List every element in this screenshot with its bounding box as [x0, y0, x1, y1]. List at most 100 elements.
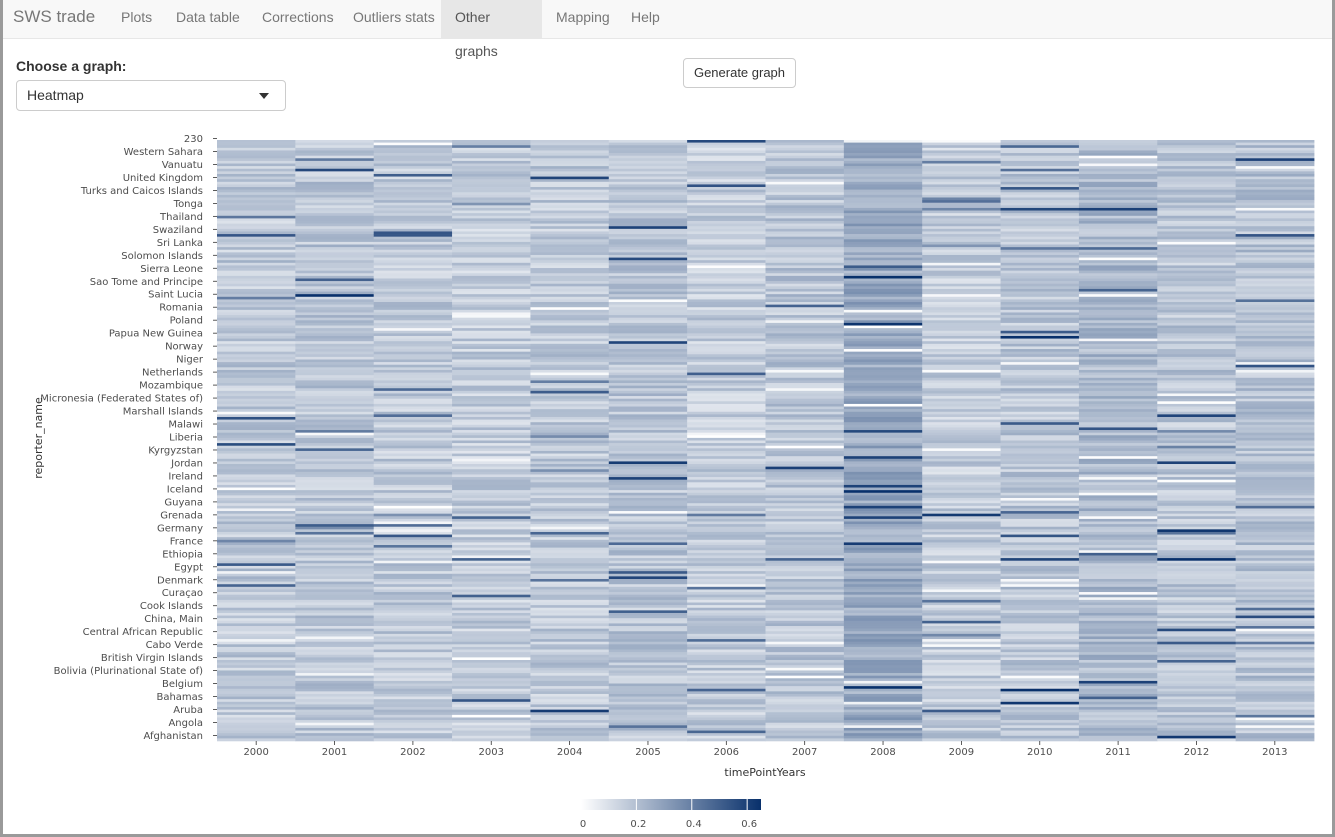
- tab-plots[interactable]: Plots: [121, 9, 153, 25]
- heatmap-cell: [922, 419, 1001, 423]
- tab-data-table[interactable]: Data table: [176, 9, 240, 25]
- heatmap-cell: [530, 383, 610, 386]
- heatmap-cell: [530, 312, 610, 316]
- heatmap-cell: [530, 552, 610, 556]
- heatmap-cell: [452, 552, 531, 556]
- heatmap-cell: [295, 513, 375, 517]
- heatmap-cell: [1078, 322, 1158, 326]
- heatmap-cell: [530, 505, 610, 509]
- heatmap-cell: [687, 597, 766, 601]
- heatmap-cell: [217, 675, 296, 679]
- heatmap-cell: [295, 691, 375, 695]
- heatmap-cell: [608, 458, 688, 462]
- heatmap-cell: [687, 589, 766, 593]
- tab-outliers-stats[interactable]: Outliers stats: [353, 9, 435, 25]
- heatmap-cell: [687, 430, 766, 433]
- heatmap-cell: [373, 516, 453, 520]
- graph-select[interactable]: Heatmap: [16, 80, 286, 111]
- heatmap-cell: [1078, 349, 1158, 352]
- heatmap-cell: [373, 335, 453, 339]
- heatmap-cell: [608, 607, 688, 611]
- heatmap-cell: [452, 458, 531, 462]
- heatmap-cell: [608, 547, 688, 551]
- heatmap-cell: [1157, 529, 1237, 533]
- heatmap-cell: [530, 343, 610, 347]
- heatmap-cell: [1000, 670, 1080, 674]
- heatmap-cell: [452, 578, 531, 582]
- heatmap-cell: [843, 667, 923, 671]
- heatmap-cell: [452, 448, 531, 452]
- heatmap-cell: [1157, 576, 1237, 580]
- heatmap-cell: [295, 683, 375, 687]
- heatmap-cell: [530, 443, 610, 447]
- heatmap-cell: [922, 192, 1001, 196]
- heatmap-cell: [530, 696, 610, 700]
- heatmap-cell: [1235, 401, 1315, 405]
- tab-mapping[interactable]: Mapping: [556, 9, 610, 25]
- heatmap-cell: [608, 322, 688, 326]
- heatmap-cell: [608, 409, 688, 413]
- heatmap-cell: [1000, 176, 1080, 180]
- heatmap-cell: [530, 249, 610, 253]
- heatmap-cell: [765, 291, 845, 295]
- heatmap-cell: [217, 631, 296, 635]
- heatmap-cell: [217, 594, 296, 598]
- tab-corrections[interactable]: Corrections: [262, 9, 334, 25]
- heatmap-cell: [922, 615, 1001, 619]
- heatmap-cell: [608, 599, 688, 603]
- heatmap-cell: [452, 631, 531, 635]
- heatmap-cell: [765, 166, 845, 170]
- heatmap-cell: [530, 660, 610, 663]
- heatmap-cell: [608, 652, 688, 656]
- heatmap-cell: [765, 550, 845, 554]
- brand-title[interactable]: SWS trade: [13, 7, 96, 26]
- x-tick-label: 2006: [714, 747, 739, 758]
- heatmap-cell: [1157, 427, 1237, 431]
- heatmap-cell: [922, 215, 1001, 219]
- heatmap-cell: [843, 545, 923, 548]
- tab-help[interactable]: Help: [631, 9, 660, 25]
- heatmap-cell: [765, 181, 845, 185]
- heatmap-cell: [843, 281, 923, 285]
- heatmap-cell: [217, 166, 296, 170]
- heatmap-cell: [530, 291, 610, 295]
- heatmap-cell: [530, 673, 610, 676]
- heatmap-cell: [765, 228, 845, 232]
- heatmap-cell: [922, 581, 1001, 585]
- heatmap-cell: [1157, 296, 1237, 300]
- heatmap-cell: [452, 158, 531, 162]
- heatmap-cell: [843, 322, 923, 326]
- heatmap-cell: [608, 680, 688, 684]
- heatmap-cell: [687, 210, 766, 214]
- heatmap-cell: [452, 526, 531, 530]
- heatmap-cell: [295, 552, 375, 556]
- heatmap-cell: [1157, 516, 1237, 520]
- heatmap-cell: [373, 372, 453, 376]
- heatmap-cell: [217, 173, 296, 177]
- heatmap-cell: [295, 560, 375, 564]
- heatmap-cell: [1157, 278, 1237, 282]
- heatmap-cell: [373, 479, 453, 483]
- heatmap-cell: [922, 346, 1001, 350]
- heatmap-cell: [217, 184, 296, 188]
- heatmap-cell: [530, 236, 610, 240]
- heatmap-cell: [1078, 594, 1158, 598]
- heatmap-cell: [765, 205, 845, 209]
- heatmap-cell: [1078, 147, 1158, 151]
- heatmap-cell: [452, 636, 531, 640]
- heatmap-cell: [1235, 733, 1315, 737]
- heatmap-cell: [1078, 691, 1158, 695]
- heatmap-cell: [608, 416, 688, 420]
- heatmap-cell: [295, 202, 375, 206]
- heatmap-cell: [843, 236, 923, 240]
- heatmap-cell: [217, 477, 296, 480]
- heatmap-cell: [843, 453, 923, 457]
- generate-graph-button[interactable]: Generate graph: [683, 58, 796, 88]
- heatmap-cell: [922, 714, 1001, 718]
- heatmap-cell: [608, 560, 688, 564]
- heatmap-cell: [1078, 448, 1158, 452]
- heatmap-cell: [608, 335, 688, 339]
- tab-other-graphs[interactable]: Other graphs: [441, 0, 542, 59]
- heatmap-cell: [922, 477, 1001, 480]
- heatmap-cell: [217, 563, 296, 567]
